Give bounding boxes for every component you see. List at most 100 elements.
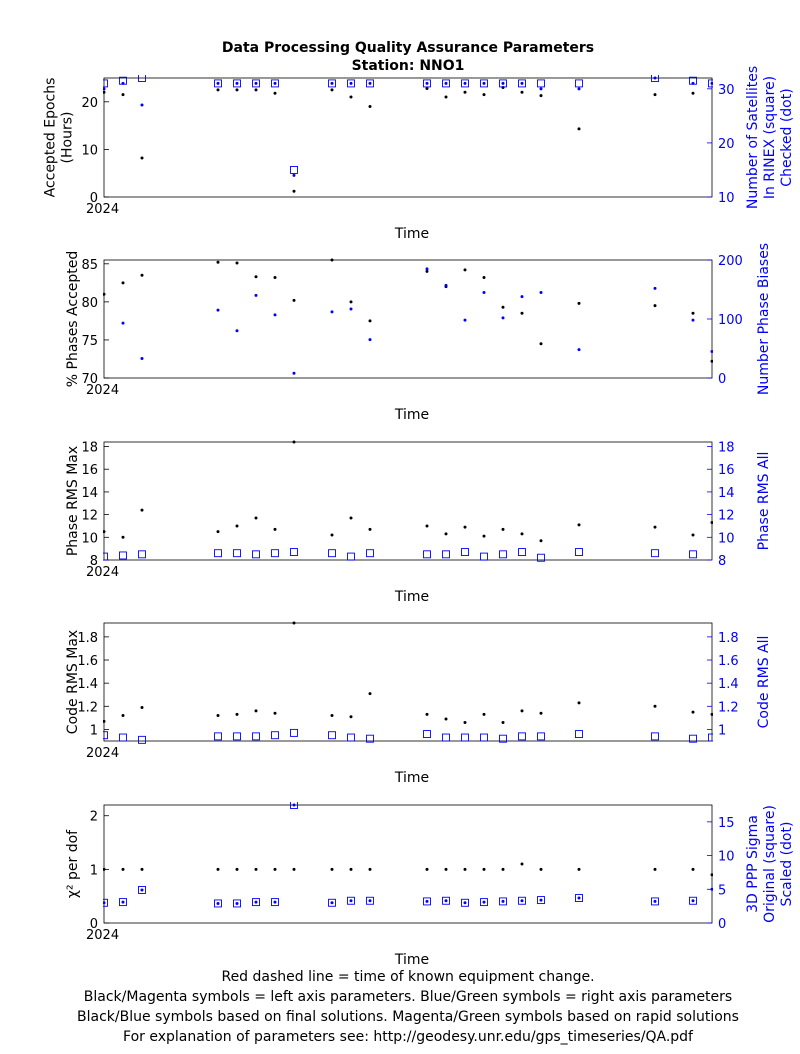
square-marker (499, 550, 507, 559)
panel-4: 1 1.2 1.4 1.6 1.8 1 1.2 1.4 1.6 1.8 2024 Time Code R… (65, 621, 772, 786)
square-marker (271, 549, 279, 558)
dot-marker (368, 105, 372, 109)
dot-marker (368, 867, 372, 871)
square-marker (499, 734, 507, 743)
right-tick-label: 16 (718, 463, 735, 478)
square-marker (461, 548, 469, 557)
dot-marker (216, 867, 220, 871)
left-axis-label: χ² per dof (65, 829, 81, 898)
dot-marker (482, 93, 486, 97)
dot-marker (710, 359, 713, 363)
dot-marker (368, 527, 372, 531)
dot-marker (121, 900, 125, 904)
right-axis-label: Number of SatellitesIn RINEX (square)Che… (745, 66, 795, 209)
square-marker (271, 898, 279, 907)
square-marker (252, 79, 260, 88)
dot-marker (710, 521, 713, 525)
left-tick-label: 70 (81, 372, 98, 387)
x-axis-label: Time (394, 226, 429, 242)
dot-marker (425, 899, 429, 903)
dot-marker (103, 901, 106, 905)
dot-marker (103, 867, 106, 871)
right-tick-label: 100 (718, 313, 743, 328)
square-marker (347, 733, 355, 742)
dot-marker (292, 173, 296, 177)
dot-marker (254, 900, 258, 904)
x-axis-label: Time (394, 407, 429, 423)
left-axis-label-line: Code RMS Max (65, 630, 81, 734)
right-axis-label: Phase RMS All (756, 452, 772, 551)
left-tick-label: 8 (90, 554, 98, 569)
dot-marker (121, 81, 125, 85)
square-marker (328, 731, 336, 740)
dot-marker (482, 290, 486, 294)
dot-marker (425, 867, 429, 871)
plot-frame (103, 441, 713, 561)
square-marker (689, 550, 697, 559)
dot-marker (539, 94, 543, 98)
dot-marker (444, 283, 448, 287)
dot-marker (425, 86, 429, 90)
dot-marker (254, 81, 258, 85)
dot-marker (349, 867, 353, 871)
dot-marker (103, 90, 106, 94)
square-marker (252, 550, 260, 559)
square-marker (518, 79, 526, 88)
right-tick-label: 10 (718, 850, 735, 865)
x-tick-label: 2024 (86, 928, 119, 943)
right-axis-label-line: Original (square) (762, 805, 778, 923)
right-tick-label: 10 (718, 191, 735, 206)
dot-marker (463, 90, 467, 94)
square-marker (214, 79, 222, 88)
dot-marker (140, 156, 144, 160)
marks (103, 621, 713, 744)
right-tick-label: 0 (718, 372, 726, 387)
dot-marker (140, 103, 144, 107)
left-tick-label: 0 (90, 191, 98, 206)
dot-marker (330, 714, 334, 718)
square-marker (442, 733, 450, 742)
dot-marker (330, 310, 334, 314)
square-marker (651, 732, 659, 741)
left-tick-label: 1.6 (77, 654, 98, 669)
square-marker (347, 896, 355, 905)
dot-marker (140, 705, 144, 709)
square-marker (138, 550, 146, 559)
dot-marker (140, 357, 144, 361)
dot-marker (444, 867, 448, 871)
left-axis-label: Code RMS Max (65, 630, 81, 734)
left-tick-label: 14 (81, 486, 98, 501)
dot-marker (425, 269, 429, 273)
dot-marker (482, 534, 486, 538)
dot-marker (216, 308, 220, 312)
left-tick-label: 16 (81, 463, 98, 478)
x-axis-label: Time (394, 952, 429, 968)
dot-marker (482, 900, 486, 904)
dot-marker (273, 900, 277, 904)
dot-marker (103, 530, 106, 534)
dot-marker (254, 293, 258, 297)
square-marker (518, 732, 526, 741)
dot-marker (710, 887, 713, 891)
right-tick-label: 1.8 (718, 631, 739, 646)
left-tick-label: 1.4 (77, 677, 98, 692)
dot-marker (349, 516, 353, 520)
right-tick-label: 20 (718, 137, 735, 152)
square-marker (480, 552, 488, 561)
dot-marker (710, 349, 713, 353)
dot-marker (254, 709, 258, 713)
dot-marker (216, 530, 220, 534)
panel-1: 0 10 20 10 20 30 2024 Time Accepted Epochs(Hours… (43, 66, 796, 242)
square-marker (366, 896, 374, 905)
square-marker (366, 734, 374, 743)
square-marker (708, 733, 713, 742)
dot-marker (577, 701, 581, 705)
dot-marker (653, 304, 657, 308)
dot-marker (691, 81, 695, 85)
dot-marker (216, 81, 220, 85)
dot-marker (330, 81, 334, 85)
dot-marker (292, 867, 296, 871)
dot-marker (482, 712, 486, 716)
square-marker (423, 897, 431, 906)
dot-marker (520, 311, 524, 315)
